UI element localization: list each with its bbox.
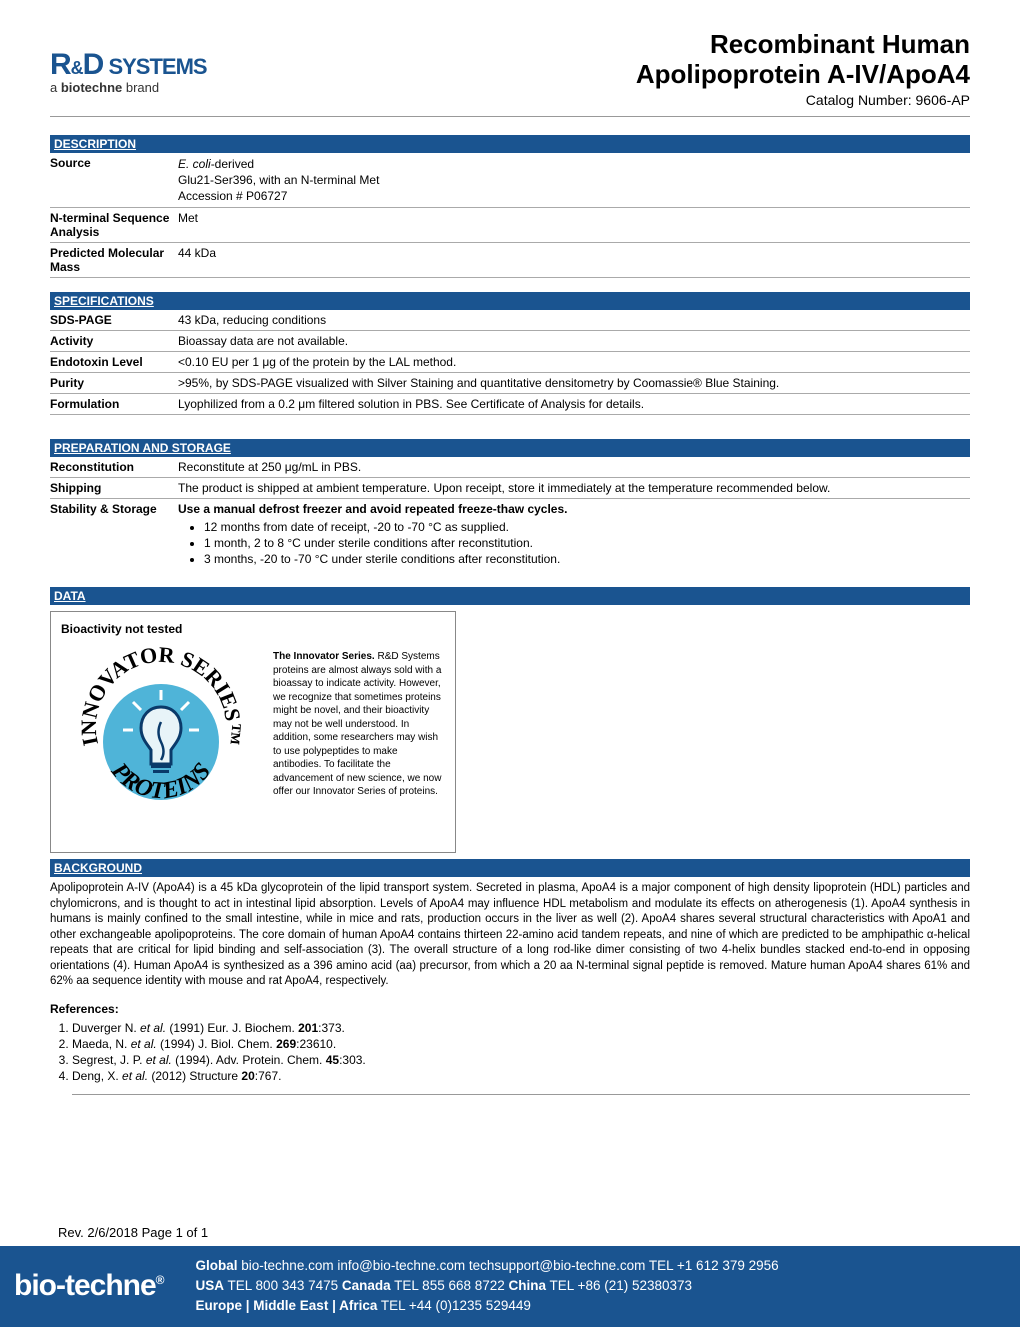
row-stability: Stability & StorageUse a manual defrost … (50, 499, 970, 519)
row-formulation: FormulationLyophilized from a 0.2 μm fil… (50, 394, 970, 415)
catalog-number: Catalog Number: 9606-AP (636, 92, 970, 108)
section-data: DATA (50, 587, 970, 605)
stability-list: 12 months from date of receipt, -20 to -… (204, 519, 970, 567)
title-block: Recombinant Human Apolipoprotein A-IV/Ap… (636, 30, 970, 108)
reference-item: Maeda, N. et al. (1994) J. Biol. Chem. 2… (72, 1036, 970, 1052)
list-item: 1 month, 2 to 8 °C under sterile conditi… (204, 535, 970, 551)
row-mass: Predicted Molecular Mass 44 kDa (50, 243, 970, 278)
product-title-line1: Recombinant Human (636, 30, 970, 60)
list-item: 12 months from date of receipt, -20 to -… (204, 519, 970, 535)
list-item: 3 months, -20 to -70 °C under sterile co… (204, 551, 970, 567)
page-header: R&D SYSTEMS a biotechne brand Recombinan… (50, 30, 970, 117)
row-sdspage: SDS-PAGE43 kDa, reducing conditions (50, 310, 970, 331)
section-preparation: PREPARATION AND STORAGE (50, 439, 970, 457)
row-source: Source E. coli-derived Glu21-Ser396, wit… (50, 153, 970, 209)
references-heading: References: (50, 1002, 970, 1016)
reference-item: Duverger N. et al. (1991) Eur. J. Bioche… (72, 1020, 970, 1036)
background-text: Apolipoprotein A-IV (ApoA4) is a 45 kDa … (50, 881, 970, 990)
section-background: BACKGROUND (50, 859, 970, 877)
row-endotoxin: Endotoxin Level<0.10 EU per 1 μg of the … (50, 352, 970, 373)
page-footer: bio-techne® Global bio-techne.com info@b… (0, 1246, 1020, 1327)
row-activity: ActivityBioassay data are not available. (50, 331, 970, 352)
reference-item: Segrest, J. P. et al. (1994). Adv. Prote… (72, 1052, 970, 1068)
row-purity: Purity>95%, by SDS-PAGE visualized with … (50, 373, 970, 394)
reference-item: Deng, X. et al. (2012) Structure 20:767. (72, 1068, 970, 1084)
innovator-badge-icon: INNOVATOR SERIES™ PROTEINS (61, 642, 261, 842)
row-nterminal: N-terminal Sequence Analysis Met (50, 208, 970, 243)
section-description: DESCRIPTION (50, 135, 970, 153)
references-list: Duverger N. et al. (1991) Eur. J. Bioche… (72, 1020, 970, 1095)
product-title-line2: Apolipoprotein A-IV/ApoA4 (636, 60, 970, 90)
section-specifications: SPECIFICATIONS (50, 292, 970, 310)
data-box-title: Bioactivity not tested (61, 622, 261, 636)
brand-logo: R&D SYSTEMS a biotechne brand (50, 48, 207, 95)
revision-text: Rev. 2/6/2018 Page 1 of 1 (58, 1225, 970, 1240)
footer-logo: bio-techne® (14, 1269, 164, 1303)
data-box: Bioactivity not tested (50, 611, 456, 853)
data-box-text: The Innovator Series. R&D Systems protei… (273, 650, 445, 799)
footer-contact: Global bio-techne.com info@bio-techne.co… (196, 1256, 779, 1317)
row-reconstitution: ReconstitutionReconstitute at 250 μg/mL … (50, 457, 970, 478)
row-shipping: ShippingThe product is shipped at ambien… (50, 478, 970, 499)
